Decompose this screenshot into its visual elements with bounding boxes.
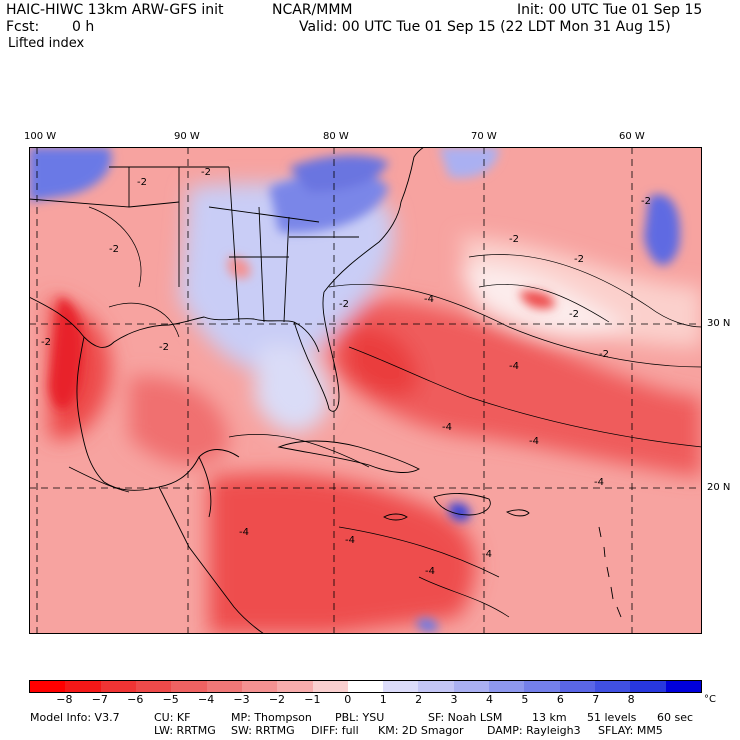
coastlines — [29, 147, 622, 634]
contour-label: -4 — [239, 527, 249, 538]
colorbar-tick-label: −6 — [127, 693, 144, 706]
colorbar-swatch — [241, 681, 278, 692]
lon-label-90w: 90 W — [174, 131, 200, 142]
footer-damp: DAMP: Rayleigh3 — [487, 724, 581, 737]
footer-sf: SF: Noah LSM — [428, 711, 503, 724]
colorbar-swatch — [559, 681, 595, 692]
contour-labels: -2 -2 -2 -2 -2 -2 -2 -2 -2 -2 -2 -4 -4 -… — [41, 167, 651, 577]
contour-label: -2 — [159, 342, 169, 353]
colorbar-swatch — [347, 681, 384, 692]
colorbar-swatch — [30, 681, 66, 692]
colorbar-swatch — [418, 681, 454, 692]
footer-pbl: PBL: YSU — [335, 711, 385, 724]
colorbar-swatch — [135, 681, 172, 692]
lon-label-70w: 70 W — [471, 131, 497, 142]
colorbar-tick-label: −4 — [197, 693, 215, 706]
contour-label: -4 — [509, 361, 519, 372]
colorbar-swatch — [312, 681, 348, 692]
colorbar-unit: °C — [704, 694, 716, 705]
field-name: Lifted index — [8, 36, 85, 51]
contour-label: -2 — [599, 349, 609, 360]
fcst-label: Fcst: — [6, 19, 40, 35]
footer-sflay: SFLAY: MM5 — [598, 724, 663, 737]
contours — [68, 206, 702, 618]
lon-label-60w: 60 W — [619, 131, 645, 142]
footer-levels: 51 levels — [587, 711, 637, 724]
colorbar-tick-label: 5 — [521, 693, 529, 706]
contour-label: -2 — [41, 337, 51, 348]
footer-diff: DIFF: full — [311, 724, 359, 737]
colorbar-swatch — [383, 681, 419, 692]
model-title: HAIC-HIWC 13km ARW-GFS init — [6, 2, 224, 18]
footer-model-info: Model Info: V3.7 — [30, 711, 120, 724]
lon-label-80w: 80 W — [323, 131, 349, 142]
lat-label-30n: 30 N — [707, 318, 731, 329]
colorbar-tick-label: 4 — [485, 693, 493, 706]
footer-lw: LW: RRTMG — [154, 724, 216, 737]
colorbar — [29, 680, 702, 693]
valid-time: Valid: 00 UTC Tue 01 Sep 15 (22 LDT Mon … — [299, 19, 671, 35]
footer-cu: CU: KF — [154, 711, 191, 724]
footer-sw: SW: RRTMG — [231, 724, 295, 737]
org-label: NCAR/MMM — [272, 2, 353, 18]
contour-label: -2 — [201, 167, 211, 178]
contour-label: -4 — [424, 294, 434, 305]
contour-label: -4 — [529, 436, 539, 447]
contour-label: -2 — [569, 309, 579, 320]
contour-label: -2 — [109, 244, 119, 255]
colorbar-tick-label: 3 — [450, 693, 458, 706]
field-highlights — [29, 147, 680, 632]
lifted-index-map: -2 -2 -2 -2 -2 -2 -2 -2 -2 -2 -2 -4 -4 -… — [29, 147, 702, 634]
colorbar-swatch — [524, 681, 560, 692]
colorbar-tick-label: 6 — [556, 693, 564, 706]
colorbar-tick-label: −7 — [91, 693, 108, 706]
contour-label: -4 — [442, 422, 452, 433]
graticule — [29, 147, 702, 634]
colorbar-swatch — [489, 681, 525, 692]
colorbar-swatch — [665, 681, 701, 692]
contour-label: -4 — [594, 477, 604, 488]
colorbar-swatch — [595, 681, 631, 692]
colorbar-tick-label: 8 — [627, 693, 635, 706]
colorbar-swatch — [277, 681, 313, 692]
map-border — [29, 147, 702, 634]
contour-label: -2 — [641, 196, 651, 207]
footer-dt: 60 sec — [657, 711, 694, 724]
fcst-value: 0 h — [72, 19, 95, 35]
colorbar-swatch — [453, 681, 490, 692]
contour-label: -2 — [574, 254, 584, 265]
colorbar-tick-label: −1 — [304, 693, 321, 706]
colorbar-tick-label: −3 — [233, 693, 250, 706]
contour-label: -4 — [482, 549, 492, 560]
contour-label: -2 — [137, 177, 147, 188]
colorbar-tick-label: 1 — [379, 693, 387, 706]
init-time: Init: 00 UTC Tue 01 Sep 15 — [517, 2, 703, 18]
contour-label: -2 — [339, 299, 349, 310]
colorbar-swatch — [65, 681, 101, 692]
lat-label-20n: 20 N — [707, 482, 731, 493]
colorbar-swatch — [171, 681, 207, 692]
colorbar-tick-label: −8 — [56, 693, 73, 706]
colorbar-tick-label: −5 — [162, 693, 179, 706]
colorbar-swatch — [206, 681, 242, 692]
colorbar-tick-label: 0 — [344, 693, 352, 706]
contour-label: -4 — [345, 535, 355, 546]
colorbar-tick-label: −2 — [268, 693, 286, 706]
footer-km: KM: 2D Smagor — [378, 724, 464, 737]
contour-label: -2 — [509, 234, 519, 245]
footer-res: 13 km — [532, 711, 567, 724]
colorbar-tick-label: 2 — [415, 693, 423, 706]
colorbar-tick-label: 7 — [592, 693, 600, 706]
footer-mp: MP: Thompson — [231, 711, 312, 724]
colorbar-swatch — [630, 681, 666, 692]
contour-label: -4 — [425, 566, 435, 577]
colorbar-swatch — [100, 681, 136, 692]
lon-label-100w: 100 W — [24, 131, 57, 142]
